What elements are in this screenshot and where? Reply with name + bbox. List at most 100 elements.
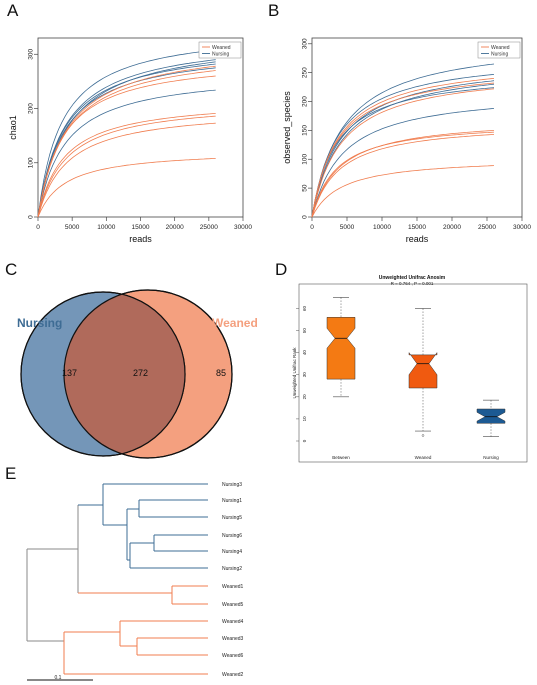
leaf-label: Weaned5 — [222, 602, 244, 608]
leaf-label: Nursing4 — [222, 549, 242, 555]
curve-weaned — [37, 158, 216, 218]
curve-weaned — [311, 134, 495, 218]
venn-overlap — [64, 292, 185, 456]
y-tick-label: 200 — [302, 96, 309, 107]
x-tick-label: 5000 — [340, 224, 355, 231]
panel-label-b: B — [268, 1, 280, 20]
curve-weaned — [311, 88, 495, 218]
legend-label-weaned: Weaned — [212, 45, 231, 51]
y-tick-label: 10 — [302, 416, 307, 422]
y-tick-label: 30 — [302, 372, 307, 378]
x-tick-label: 25000 — [478, 224, 496, 231]
leaf-label: Weaned1 — [222, 584, 244, 590]
y-tick-label: 0 — [302, 215, 309, 219]
y-tick-label: 50 — [302, 184, 309, 192]
curve-nursing — [311, 87, 495, 218]
panel-label-d: D — [275, 260, 288, 279]
leaf-label: Nursing5 — [222, 515, 242, 521]
rarefaction-chart-a: 0 5000 10000 15000 20000 25000 30000 0 100 200 300… — [8, 37, 252, 244]
box-nursing — [476, 408, 506, 424]
y-tick-label: 300 — [28, 48, 35, 59]
x-tick-label: 5000 — [65, 224, 80, 231]
y-tick-label: 300 — [302, 38, 309, 49]
y-tick-label: 150 — [302, 125, 309, 136]
x-tick-label: Nursing — [483, 455, 499, 460]
curve-nursing — [311, 74, 495, 218]
dendrogram-tree: Nursing3 Nursing1 Nursing5 Nursing6 Nursing4… — [26, 482, 244, 681]
y-axis-label: Unweighted Unifrac Rank — [292, 347, 297, 399]
venn-count-nursing-only: 137 — [62, 368, 77, 378]
x-axis-label: reads — [406, 234, 429, 244]
curve-weaned — [37, 115, 216, 218]
curve-weaned — [37, 75, 216, 218]
leaf-label: Nursing2 — [222, 566, 242, 572]
curve-nursing — [311, 108, 495, 218]
x-tick-label: Weaned — [415, 455, 432, 460]
y-tick-label: 40 — [302, 350, 307, 356]
leaf-label: Nursing6 — [222, 533, 242, 539]
legend-box — [477, 41, 521, 59]
venn-diagram: Nursing Weaned 137 272 85 — [17, 289, 258, 459]
outlier-point — [421, 434, 425, 437]
legend-label-nursing: Nursing — [491, 51, 508, 57]
x-tick-label: 30000 — [513, 224, 531, 231]
curve-nursing — [37, 63, 216, 218]
leaf-label: Nursing1 — [222, 498, 242, 504]
curve-nursing — [37, 49, 216, 218]
y-tick-label: 100 — [302, 153, 309, 164]
panel-label-a: A — [7, 1, 19, 20]
leaf-label: Weaned6 — [222, 653, 244, 659]
y-tick-label: 60 — [302, 305, 307, 311]
x-tick-label: 10000 — [97, 224, 115, 231]
curve-nursing — [311, 83, 495, 218]
legend-label-weaned: Weaned — [491, 45, 510, 51]
curve-weaned — [311, 78, 495, 218]
x-tick-label: 10000 — [373, 224, 391, 231]
panel-label-e: E — [5, 464, 17, 483]
venn-count-shared: 272 — [133, 368, 148, 378]
legend-label-nursing: Nursing — [212, 51, 229, 57]
venn-outline-nursing — [20, 291, 186, 457]
scale-bar-label: 0.1 — [55, 675, 62, 681]
curve-weaned — [311, 165, 495, 218]
x-tick-label: 30000 — [234, 224, 252, 231]
x-tick-label: Between — [332, 455, 350, 460]
leaf-label: Weaned3 — [222, 636, 244, 642]
curve-nursing — [37, 89, 216, 218]
leaf-label: Weaned2 — [222, 672, 244, 678]
x-tick-label: 15000 — [408, 224, 426, 231]
venn-set-label-weaned: Weaned — [212, 316, 258, 330]
curve-nursing — [37, 59, 216, 218]
curve-weaned — [311, 131, 495, 218]
y-axis-label: chao1 — [8, 115, 18, 140]
chart-subtitle: R = 0.764 , P = 0.001 — [391, 281, 434, 286]
legend-box — [198, 41, 242, 59]
box-between — [326, 317, 356, 380]
leaf-label: Weaned4 — [222, 619, 244, 625]
y-tick-label: 0 — [28, 215, 35, 219]
leaf-label: Nursing3 — [222, 482, 242, 488]
curve-weaned — [37, 70, 216, 218]
venn-set-label-nursing: Nursing — [17, 316, 62, 330]
panel-label-c: C — [5, 260, 18, 279]
y-tick-label: 20 — [302, 394, 307, 400]
curve-weaned — [37, 122, 216, 218]
y-tick-label: 250 — [302, 67, 309, 78]
curve-nursing — [37, 67, 216, 218]
x-tick-label: 25000 — [200, 224, 218, 231]
venn-count-weaned-only: 85 — [216, 368, 226, 378]
x-axis-label: reads — [129, 234, 152, 244]
curve-weaned — [311, 82, 495, 218]
x-tick-label: 0 — [36, 224, 40, 231]
curve-weaned — [37, 113, 216, 218]
x-tick-label: 15000 — [131, 224, 149, 231]
rarefaction-chart-b: 0 5000 10000 15000 20000 25000 30000 0 50 100 150 2… — [282, 37, 531, 244]
x-tick-label: 20000 — [166, 224, 184, 231]
y-tick-label: 100 — [28, 157, 35, 168]
chart-title: Unweighted Unifrac Anosim — [379, 275, 446, 281]
y-tick-label: 50 — [302, 328, 307, 334]
curve-weaned — [37, 65, 216, 218]
venn-outline-weaned — [63, 289, 233, 459]
